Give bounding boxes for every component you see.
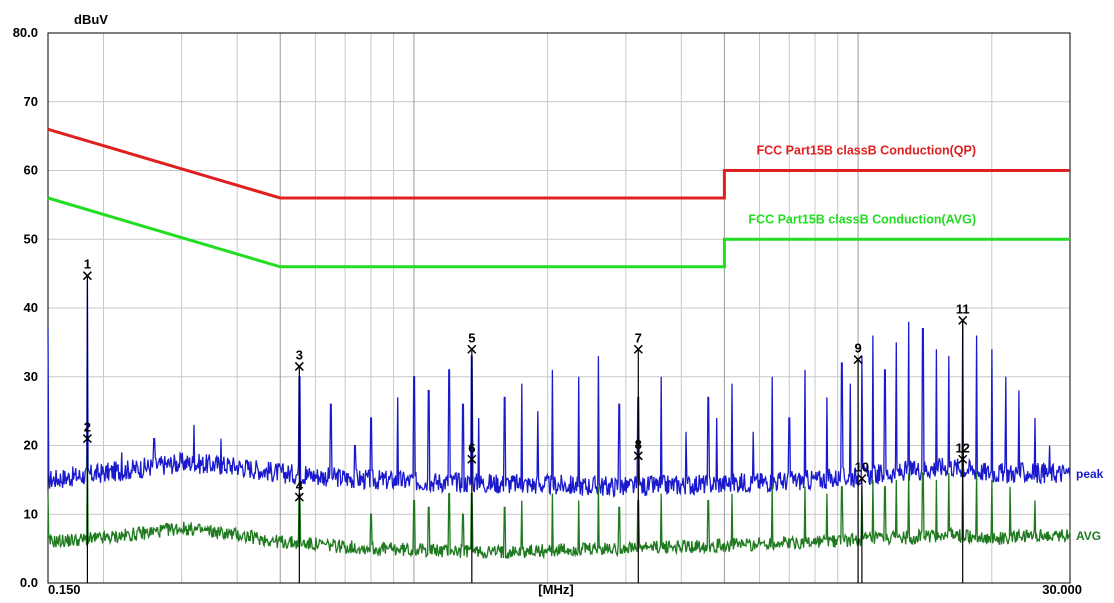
limit-line-avg bbox=[47, 196, 1070, 269]
marker-1: 1 bbox=[82, 257, 92, 583]
marker-label: 3 bbox=[296, 347, 303, 362]
marker-x bbox=[467, 344, 477, 354]
marker-x bbox=[294, 492, 304, 502]
x-tick-label: 30.000 bbox=[1042, 582, 1082, 597]
marker-x bbox=[958, 454, 968, 464]
y-tick-label: 20 bbox=[24, 438, 38, 453]
plot-frame bbox=[47, 32, 1071, 584]
marker-x bbox=[633, 451, 643, 461]
y-tick-label: 40 bbox=[24, 300, 38, 315]
marker-11: 11 bbox=[956, 301, 970, 583]
marker-7: 7 bbox=[633, 330, 643, 583]
y-tick-label: 50 bbox=[24, 231, 38, 246]
marker-label: 8 bbox=[635, 437, 642, 452]
trace-avg bbox=[47, 445, 1071, 560]
y-tick-label: 0.0 bbox=[20, 575, 38, 590]
trace-peak bbox=[47, 280, 1071, 498]
marker-12: 12 bbox=[955, 440, 970, 464]
trace-label-peak: peak bbox=[1076, 467, 1104, 481]
marker-x bbox=[294, 361, 304, 371]
marker-x bbox=[467, 454, 477, 464]
marker-label: 4 bbox=[296, 478, 304, 493]
marker-label: 11 bbox=[956, 301, 970, 316]
y-tick-label: 10 bbox=[24, 506, 38, 521]
marker-label: 9 bbox=[854, 341, 861, 356]
marker-5: 5 bbox=[467, 330, 477, 583]
trace-label-avg: AVG bbox=[1076, 529, 1101, 543]
marker-8: 8 bbox=[633, 437, 643, 461]
marker-3: 3 bbox=[294, 347, 304, 583]
y-tick-label: 80.0 bbox=[13, 25, 38, 40]
x-tick-label: 0.150 bbox=[48, 582, 81, 597]
y-tick-label: 70 bbox=[24, 94, 38, 109]
marker-x bbox=[82, 434, 92, 444]
marker-x bbox=[958, 315, 968, 325]
marker-label: 10 bbox=[855, 460, 869, 475]
marker-label: 5 bbox=[468, 330, 475, 345]
marker-label: 1 bbox=[84, 257, 91, 272]
marker-10: 10 bbox=[855, 460, 869, 583]
limit-line-qp bbox=[47, 127, 1070, 200]
marker-label: 12 bbox=[955, 440, 969, 455]
limit-label-avg: FCC Part15B classB Conduction(AVG) bbox=[748, 212, 976, 226]
marker-9: 9 bbox=[853, 341, 863, 583]
y-tick-label: 60 bbox=[24, 163, 38, 178]
y-axis-unit-label: dBuV bbox=[74, 12, 108, 27]
marker-2: 2 bbox=[82, 420, 92, 444]
marker-x bbox=[633, 344, 643, 354]
marker-x bbox=[857, 473, 867, 484]
marker-label: 6 bbox=[468, 440, 475, 455]
marker-4: 4 bbox=[294, 478, 304, 502]
x-axis-label: [MHz] bbox=[538, 582, 573, 597]
marker-label: 7 bbox=[635, 330, 642, 345]
y-tick-label: 30 bbox=[24, 369, 38, 384]
limit-label-qp: FCC Part15B classB Conduction(QP) bbox=[757, 144, 976, 158]
marker-x bbox=[82, 271, 92, 281]
marker-label: 2 bbox=[84, 420, 91, 435]
marker-6: 6 bbox=[467, 440, 477, 464]
marker-x bbox=[853, 355, 863, 365]
